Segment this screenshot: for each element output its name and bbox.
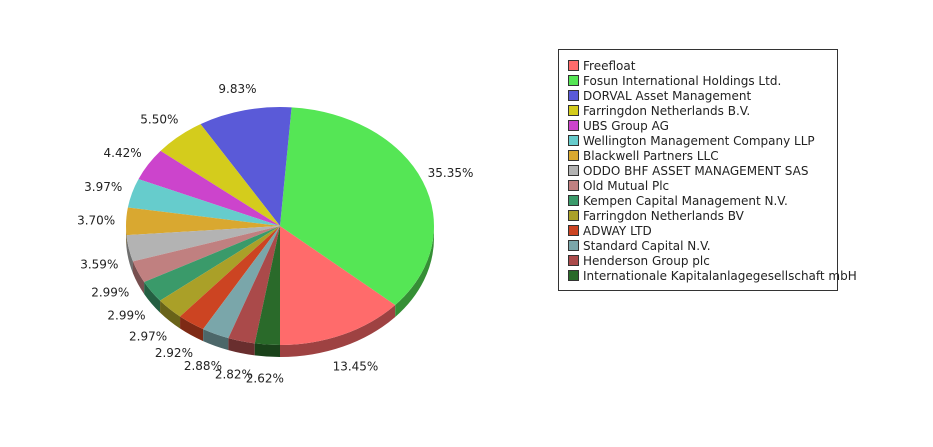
legend-swatch [568,135,579,146]
legend-label: Old Mutual Plc [583,178,670,193]
legend-label: Kempen Capital Management N.V. [583,193,788,208]
legend-item: ODDO BHF ASSET MANAGEMENT SAS [568,163,837,178]
slice-label-8: 3.59% [80,258,118,272]
pie-side-15 [254,343,280,357]
slice-label-5: 4.42% [104,146,142,160]
slice-label-11: 2.97% [129,329,167,343]
slice-label-7: 3.70% [77,213,115,227]
legend-item: Wellington Management Company LLP [568,133,837,148]
pie-side-12 [180,316,204,342]
slice-label-1: 13.45% [333,360,379,374]
legend-swatch [568,90,579,101]
pie-slice-4 [160,124,280,226]
pie-slice-1 [280,226,396,345]
pie-slice-13 [203,226,280,339]
slice-label-4: 5.50% [140,113,178,127]
legend-label: ODDO BHF ASSET MANAGEMENT SAS [583,163,809,178]
pie-side-2 [395,226,435,317]
legend-item: Old Mutual Plc [568,178,837,193]
legend-swatch [568,105,579,116]
pie-side-8 [126,235,133,274]
slice-label-12: 2.92% [155,346,193,360]
legend-item: Kempen Capital Management N.V. [568,193,837,208]
legend-item: Fosun International Holdings Ltd. [568,73,837,88]
legend-item: Standard Capital N.V. [568,238,837,253]
pie-labels: 13.45% 35.35% 9.83% 5.50% 4.42% 3.97% 3.70% 3.5… [77,82,473,386]
legend: Freefloat Fosun International Holdings Lt… [558,49,857,291]
pie-slice-10 [144,226,280,301]
legend-item: Freefloat [568,58,837,73]
pie-side-1 [280,304,396,357]
legend-label: DORVAL Asset Management [583,88,752,103]
pie-side-9 [132,261,145,295]
pie-slice-2 [280,107,435,305]
legend-label: ADWAY LTD [583,223,652,238]
pie-slice-12 [180,226,280,330]
legend-swatch [568,210,579,221]
legend-swatch [568,225,579,236]
legend-item: Farringdon Netherlands B.V. [568,103,837,118]
pie-slice-3 [200,107,292,226]
legend-label: Farringdon Netherlands BV [583,208,744,223]
slice-label-14: 2.82% [215,368,253,382]
pie-side-14 [228,338,255,356]
legend-label: Freefloat [583,58,636,73]
slice-label-13: 2.88% [184,359,222,373]
pie-slice-14 [228,226,280,344]
legend-swatch [568,75,579,86]
legend-item: Blackwell Partners LLC [568,148,837,163]
slice-label-3: 9.83% [218,82,256,96]
legend-swatch [568,165,579,176]
legend-swatch [568,255,579,266]
legend-swatch [568,270,579,281]
legend-item: ADWAY LTD [568,223,837,238]
legend-item: Henderson Group plc [568,253,837,268]
pie-slice-11 [160,226,280,317]
legend-swatch [568,240,579,251]
pie-sides [126,226,435,357]
slice-label-2: 35.35% [428,166,474,180]
legend-label: Standard Capital N.V. [583,238,711,253]
legend-item: Farringdon Netherlands BV [568,208,837,223]
pie-top [126,107,435,345]
pie-slice-15 [254,226,280,345]
pie-side-13 [203,329,229,351]
legend-label: Internationale Kapitalanlagegesellschaft… [583,268,857,283]
pie-slice-9 [132,226,280,283]
slice-label-6: 3.97% [84,180,122,194]
legend-item: UBS Group AG [568,118,837,133]
pie-side-11 [160,300,181,329]
legend-swatch [568,150,579,161]
pie-slice-6 [127,179,280,226]
legend-label: Farringdon Netherlands B.V. [583,103,751,118]
legend-swatch [568,180,579,191]
slice-label-10: 2.99% [107,309,145,323]
pie-slice-7 [126,207,280,236]
pie-slice-5 [138,150,280,226]
pie-slice-8 [126,226,280,262]
legend-swatch [568,60,579,71]
legend-label: Wellington Management Company LLP [583,133,815,148]
legend-label: Fosun International Holdings Ltd. [583,73,782,88]
legend-item: DORVAL Asset Management [568,88,837,103]
legend-label: Blackwell Partners LLC [583,148,719,163]
legend-swatch [568,120,579,131]
legend-label: UBS Group AG [583,118,669,133]
legend-item: Internationale Kapitalanlagegesellschaft… [568,268,857,283]
slice-label-9: 2.99% [91,285,129,299]
legend-label: Henderson Group plc [583,253,710,268]
pie-side-10 [144,282,161,313]
legend-swatch [568,195,579,206]
slice-label-15: 2.62% [246,372,284,386]
